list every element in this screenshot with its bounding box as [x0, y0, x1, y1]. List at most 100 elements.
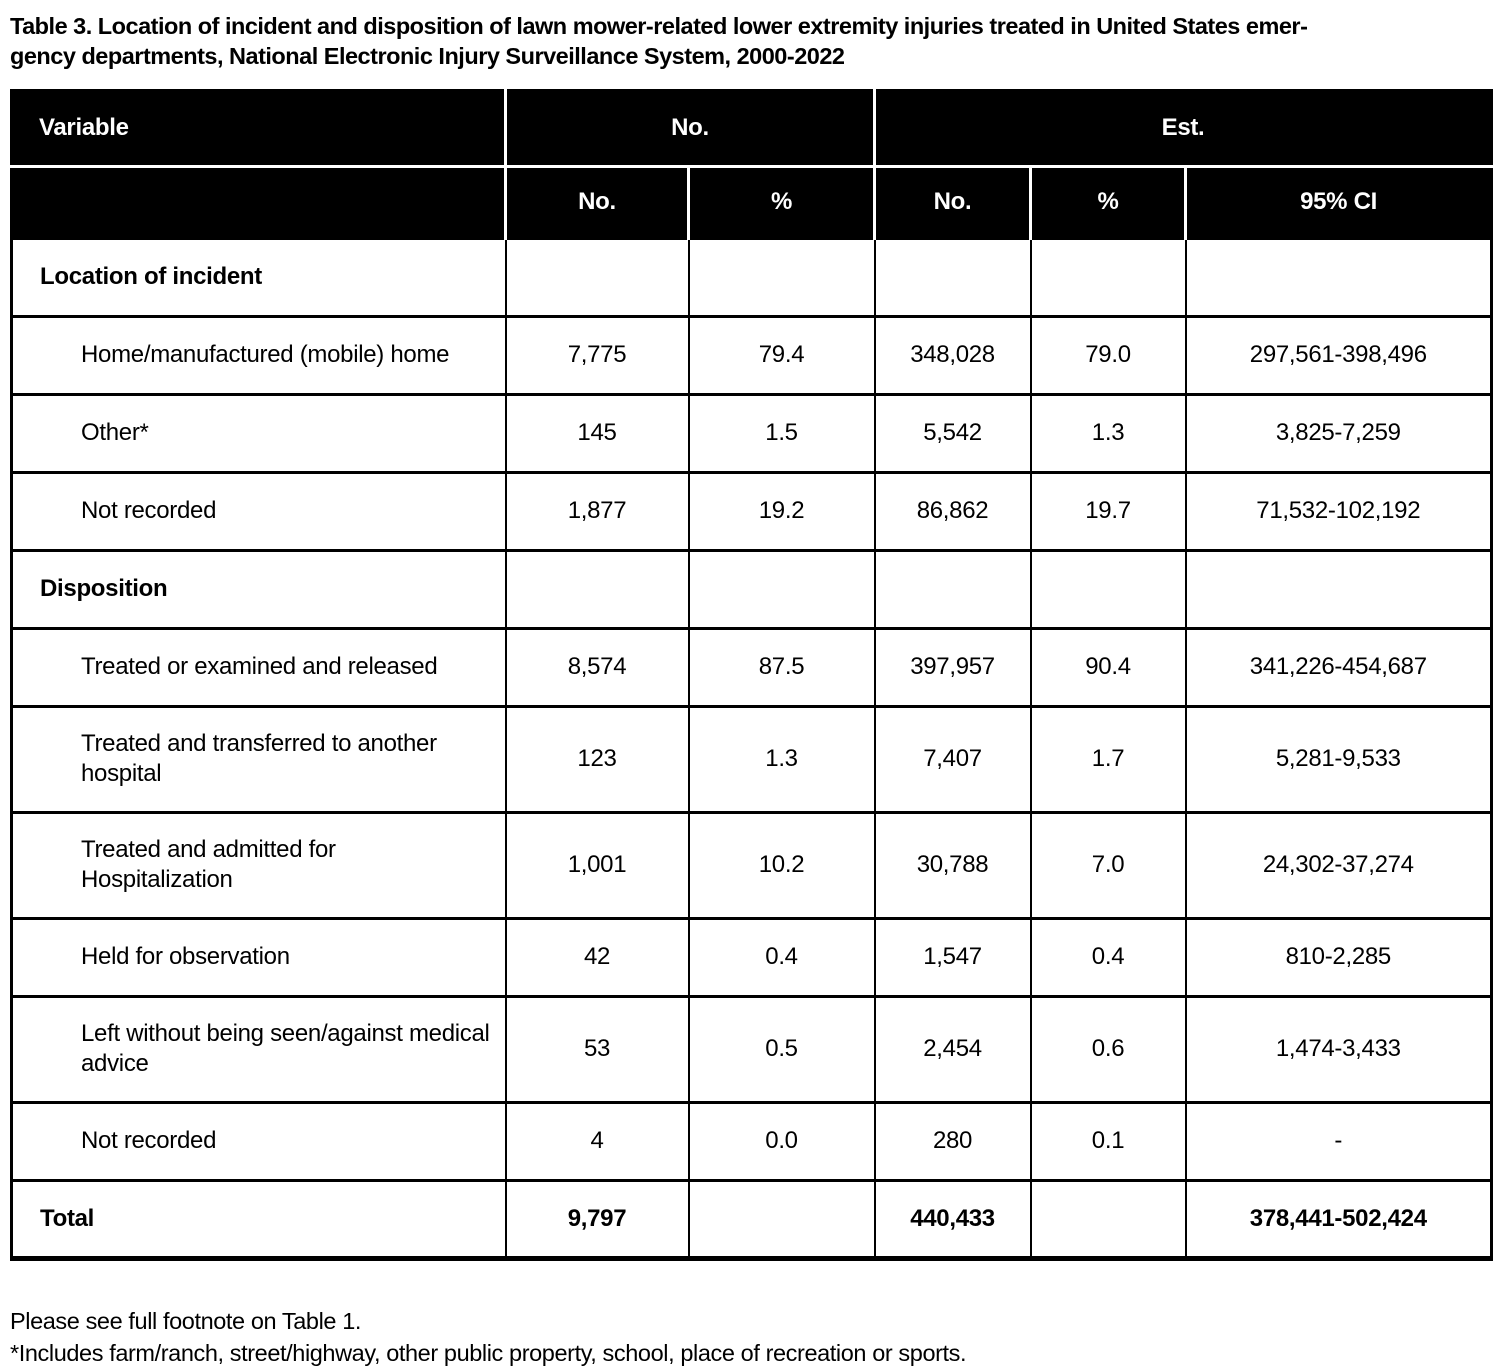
cell-pct: 1.5 [687, 392, 876, 474]
cell-ci: 5,281-9,533 [1184, 704, 1493, 814]
cell-pct: 87.5 [687, 626, 876, 708]
cell-est-pct [1029, 548, 1187, 630]
row-label: Home/manufactured (mobile) home [10, 314, 507, 396]
cell-est-pct: 79.0 [1029, 314, 1187, 396]
cell-est-pct: 0.1 [1029, 1100, 1187, 1182]
row-label: Treated and transferred to another hospi… [10, 704, 507, 814]
cell-est-pct: 0.6 [1029, 994, 1187, 1104]
cell-no [504, 548, 690, 630]
header-sub-row: No. % No. % 95% CI [11, 166, 1492, 239]
cell-pct: 1.3 [687, 704, 876, 814]
cell-ci [1184, 236, 1493, 318]
cell-pct: 79.4 [687, 314, 876, 396]
row-label: Held for observation [10, 916, 507, 998]
row-label: Disposition [10, 548, 507, 630]
cell-no: 8,574 [504, 626, 690, 708]
cell-ci: 24,302-37,274 [1184, 810, 1493, 920]
subheader-est-pct: % [1029, 166, 1186, 239]
table-title-line-1: Table 3. Location of incident and dispos… [10, 13, 1308, 39]
cell-est-pct: 0.4 [1029, 916, 1187, 998]
subheader-blank [11, 166, 506, 239]
footnotes: Please see full footnote on Table 1. *In… [10, 1305, 1490, 1370]
row-label: Other* [10, 392, 507, 474]
subheader-pct: % [686, 166, 875, 239]
table-row-treated-released: Treated or examined and released 8,574 8… [10, 626, 1493, 708]
cell-ci: 297,561-398,496 [1184, 314, 1493, 396]
row-label: Treated and admitted for Hospitalization [10, 810, 507, 920]
table-header: Variable No. Est. No. % No. % 95% CI [11, 90, 1492, 239]
row-label: Left without being seen/against medical … [10, 994, 507, 1104]
table-row-other: Other* 145 1.5 5,542 1.3 3,825-7,259 [10, 392, 1493, 474]
cell-no: 145 [504, 392, 690, 474]
cell-est-pct [1029, 1178, 1187, 1260]
row-label: Total [10, 1178, 507, 1260]
footnote-see-table-1: Please see full footnote on Table 1. [10, 1307, 361, 1334]
cell-est-pct: 7.0 [1029, 810, 1187, 920]
cell-no: 7,775 [504, 314, 690, 396]
table-body: Location of incident Home/manufactured (… [10, 236, 1493, 1260]
header-est-group: Est. [873, 90, 1492, 168]
cell-est-pct [1029, 236, 1187, 318]
cell-est-no [873, 548, 1032, 630]
cell-ci: 1,474-3,433 [1184, 994, 1493, 1104]
cell-est-no: 1,547 [873, 916, 1032, 998]
cell-pct: 10.2 [687, 810, 876, 920]
header-variable: Variable [11, 90, 506, 168]
cell-pct [687, 236, 876, 318]
table-row-transferred: Treated and transferred to another hospi… [10, 704, 1493, 814]
row-label: Not recorded [10, 470, 507, 552]
cell-est-no: 86,862 [873, 470, 1032, 552]
table-row-disposition-not-recorded: Not recorded 4 0.0 280 0.1 - [10, 1100, 1493, 1182]
cell-pct: 19.2 [687, 470, 876, 552]
table-row-admitted: Treated and admitted for Hospitalization… [10, 810, 1493, 920]
footnote-includes: *Includes farm/ranch, street/highway, ot… [10, 1340, 967, 1367]
row-label: Treated or examined and released [10, 626, 507, 708]
cell-est-no: 348,028 [873, 314, 1032, 396]
cell-est-no: 5,542 [873, 392, 1032, 474]
cell-est-no [873, 236, 1032, 318]
total-row: Total 9,797 440,433 378,441-502,424 [10, 1178, 1493, 1260]
section-row-location: Location of incident [10, 236, 1493, 318]
cell-no: 123 [504, 704, 690, 814]
row-label: Not recorded [10, 1100, 507, 1182]
cell-ci: 378,441-502,424 [1184, 1178, 1493, 1260]
cell-est-no: 440,433 [873, 1178, 1032, 1260]
table-title-line-2: gency departments, National Electronic I… [10, 42, 845, 69]
cell-ci: 810-2,285 [1184, 916, 1493, 998]
cell-est-pct: 1.3 [1029, 392, 1187, 474]
cell-ci: 71,532-102,192 [1184, 470, 1493, 552]
cell-ci: - [1184, 1100, 1493, 1182]
cell-no: 42 [504, 916, 690, 998]
cell-no: 53 [504, 994, 690, 1104]
cell-no [504, 236, 690, 318]
cell-est-no: 7,407 [873, 704, 1032, 814]
cell-est-pct: 1.7 [1029, 704, 1187, 814]
section-row-disposition: Disposition [10, 548, 1493, 630]
subheader-no: No. [504, 166, 689, 239]
cell-ci [1184, 548, 1493, 630]
cell-no: 9,797 [504, 1178, 690, 1260]
cell-est-no: 2,454 [873, 994, 1032, 1104]
subheader-ci: 95% CI [1184, 166, 1492, 239]
cell-pct: 0.4 [687, 916, 876, 998]
cell-no: 1,877 [504, 470, 690, 552]
row-label: Location of incident [10, 236, 507, 318]
cell-pct: 0.5 [687, 994, 876, 1104]
cell-pct [687, 548, 876, 630]
subheader-est-no: No. [873, 166, 1031, 239]
cell-est-no: 30,788 [873, 810, 1032, 920]
header-group-row: Variable No. Est. [11, 90, 1492, 168]
cell-no: 1,001 [504, 810, 690, 920]
data-table: Variable No. Est. No. % No. % 95% CI Loc… [10, 88, 1494, 1261]
cell-pct [687, 1178, 876, 1260]
cell-est-no: 280 [873, 1100, 1032, 1182]
cell-no: 4 [504, 1100, 690, 1182]
table-row-left-ama: Left without being seen/against medical … [10, 994, 1493, 1104]
header-no-group: No. [503, 90, 875, 168]
table-row-held-observation: Held for observation 42 0.4 1,547 0.4 81… [10, 916, 1493, 998]
cell-ci: 3,825-7,259 [1184, 392, 1493, 474]
table-row-home: Home/manufactured (mobile) home 7,775 79… [10, 314, 1493, 396]
cell-est-no: 397,957 [873, 626, 1032, 708]
table-title: Table 3. Location of incident and dispos… [10, 12, 1490, 72]
